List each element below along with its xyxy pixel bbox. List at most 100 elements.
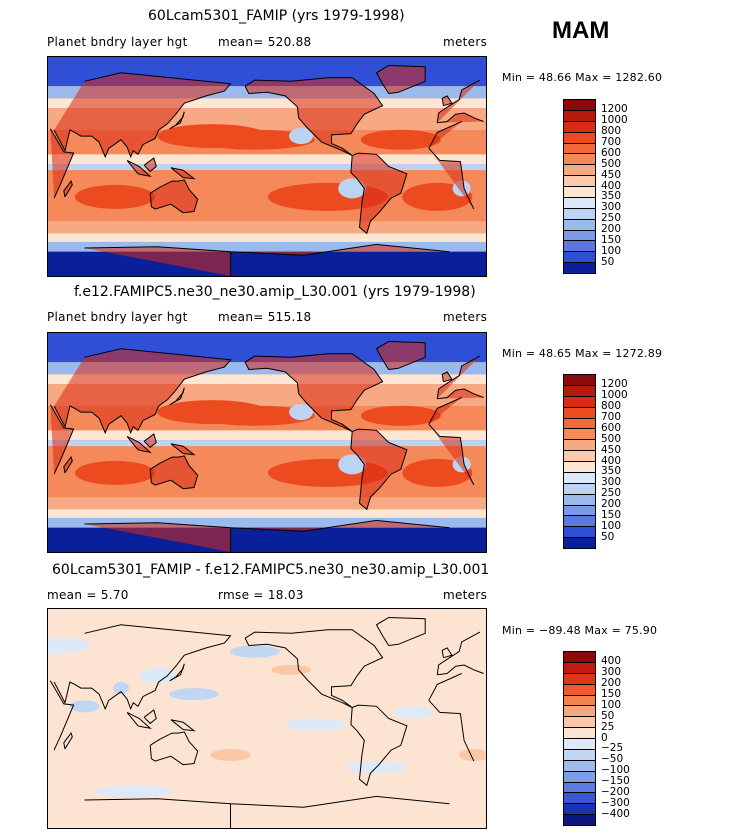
land-shading xyxy=(170,443,194,455)
coastline xyxy=(170,719,196,732)
panel-1-colorbar: 1200 1000 800 700 600 500 450 400 350 300 250 200 15… xyxy=(563,99,673,274)
negative-anomaly xyxy=(229,645,280,658)
panel-2-units-label: meters xyxy=(443,310,488,324)
colorbar-tick-label: 200 xyxy=(601,223,622,235)
panel-2-colorbar: 1200 1000 800 700 600 500 450 400 350 300 250 200 15… xyxy=(563,374,673,549)
colorbar-tick-label: −200 xyxy=(601,785,630,798)
colorbar-tick-label: −25 xyxy=(601,742,624,755)
land-shading xyxy=(442,95,452,106)
coastline xyxy=(126,435,152,453)
coastline xyxy=(53,72,484,159)
midlat-north-band xyxy=(48,374,486,385)
positive-anomaly xyxy=(458,749,486,761)
colorbar-tick-label: 100 xyxy=(601,698,622,711)
coastline xyxy=(84,243,450,276)
land-shading xyxy=(63,457,73,473)
colorbar-tick-label: 600 xyxy=(601,146,622,159)
coastline xyxy=(143,709,157,725)
equatorial-cold-tongue-band xyxy=(48,440,486,447)
colorbar-tick-label: 100 xyxy=(601,519,622,532)
coastline xyxy=(169,663,185,682)
coastline xyxy=(49,121,475,210)
subtropical-maximum xyxy=(74,184,155,209)
coastline xyxy=(149,179,199,214)
land-shading xyxy=(350,429,407,510)
colorbar-tick-label: 150 xyxy=(601,688,622,700)
colorbar-tick-label: 700 xyxy=(601,411,622,423)
colorbar-tick-label: −300 xyxy=(601,796,630,809)
colorbar-tick-label: 0 xyxy=(601,731,608,744)
coastline xyxy=(63,732,73,750)
panel-1-units-label: meters xyxy=(443,35,488,49)
panel-3-map-plot xyxy=(48,609,486,828)
coastline xyxy=(126,159,152,177)
southern-ocean-band xyxy=(48,221,486,234)
land-shading xyxy=(54,72,484,157)
colorbar-tick-label: 1200 xyxy=(601,378,628,391)
negative-anomaly xyxy=(169,688,219,701)
subtropical-maximum xyxy=(360,405,441,426)
coastline xyxy=(169,387,185,406)
antarctic-coast-band xyxy=(48,241,486,252)
colorbar-tick-label: 300 xyxy=(601,666,622,679)
coastline xyxy=(143,433,157,449)
colorbar-swatch xyxy=(563,814,596,826)
coastline xyxy=(126,711,152,729)
stratocumulus-minimum xyxy=(289,128,314,145)
colorbar-tick-label: −150 xyxy=(601,775,630,787)
panel-2-minmax: Min = 48.65 Max = 1272.89 xyxy=(502,347,663,360)
land-shading xyxy=(127,436,151,453)
land-shading xyxy=(245,353,383,432)
colorbar-tick-label: 1200 xyxy=(601,103,628,116)
negative-anomaly xyxy=(285,718,346,731)
panel-1-title: 60Lcam5301_FAMIP (yrs 1979-1998) xyxy=(148,8,405,24)
coastline xyxy=(350,704,408,787)
panel-1-mean-label: mean= 520.88 xyxy=(218,35,312,49)
panel-1-minmax: Min = 48.66 Max = 1282.60 xyxy=(502,71,663,84)
itcz-band xyxy=(48,154,486,165)
colorbar-tick-label: 400 xyxy=(601,655,622,668)
coastline xyxy=(53,624,484,711)
coastline xyxy=(49,673,475,762)
land-shading xyxy=(170,167,194,179)
coastline xyxy=(49,397,475,486)
land-shading xyxy=(84,244,450,276)
land-shading xyxy=(150,455,198,489)
negative-anomaly xyxy=(393,706,433,719)
colorbar-tick-label: 250 xyxy=(601,212,622,225)
panel-1-variable-label: Planet bndry layer hgt xyxy=(47,35,188,49)
coastline xyxy=(244,629,384,708)
coastline xyxy=(441,371,453,383)
colorbar-tick-label: −400 xyxy=(601,807,630,820)
panel-2-map xyxy=(47,332,487,553)
panel-2-title: f.e12.FAMIPC5.ne30_ne30.amip_L30.001 (yr… xyxy=(74,284,476,300)
coastline xyxy=(143,157,157,173)
land-shading xyxy=(84,520,450,552)
colorbar-swatch xyxy=(563,537,596,549)
colorbar-tick-label: 100 xyxy=(601,244,622,257)
colorbar-tick-label: 700 xyxy=(601,136,622,148)
colorbar-tick-label: 25 xyxy=(601,720,615,733)
colorbar-tick-label: 150 xyxy=(601,233,622,246)
coastline xyxy=(350,428,408,511)
colorbar-tick-label: 300 xyxy=(601,201,622,214)
coastline xyxy=(441,95,453,107)
coastline xyxy=(170,167,196,180)
panel-1-map-plot xyxy=(48,57,486,276)
coastline xyxy=(53,348,484,435)
antarctic-band xyxy=(48,251,486,276)
negative-anomaly xyxy=(93,785,174,798)
antarctic-coast-band xyxy=(48,517,486,528)
land-shading xyxy=(376,65,426,94)
colorbar-tick-label: 300 xyxy=(601,476,622,489)
subtropical-maximum xyxy=(157,400,268,425)
colorbar-tick-label: 350 xyxy=(601,465,622,478)
land-shading xyxy=(127,160,151,177)
colorbar-tick-label: 50 xyxy=(601,255,615,268)
coastline xyxy=(244,77,384,156)
equatorial-cold-tongue-band xyxy=(48,164,486,171)
coastline xyxy=(350,152,408,235)
negative-anomaly xyxy=(113,682,129,695)
land-shading xyxy=(245,77,383,156)
panel-3-minmax: Min = −89.48 Max = 75.90 xyxy=(502,624,658,637)
